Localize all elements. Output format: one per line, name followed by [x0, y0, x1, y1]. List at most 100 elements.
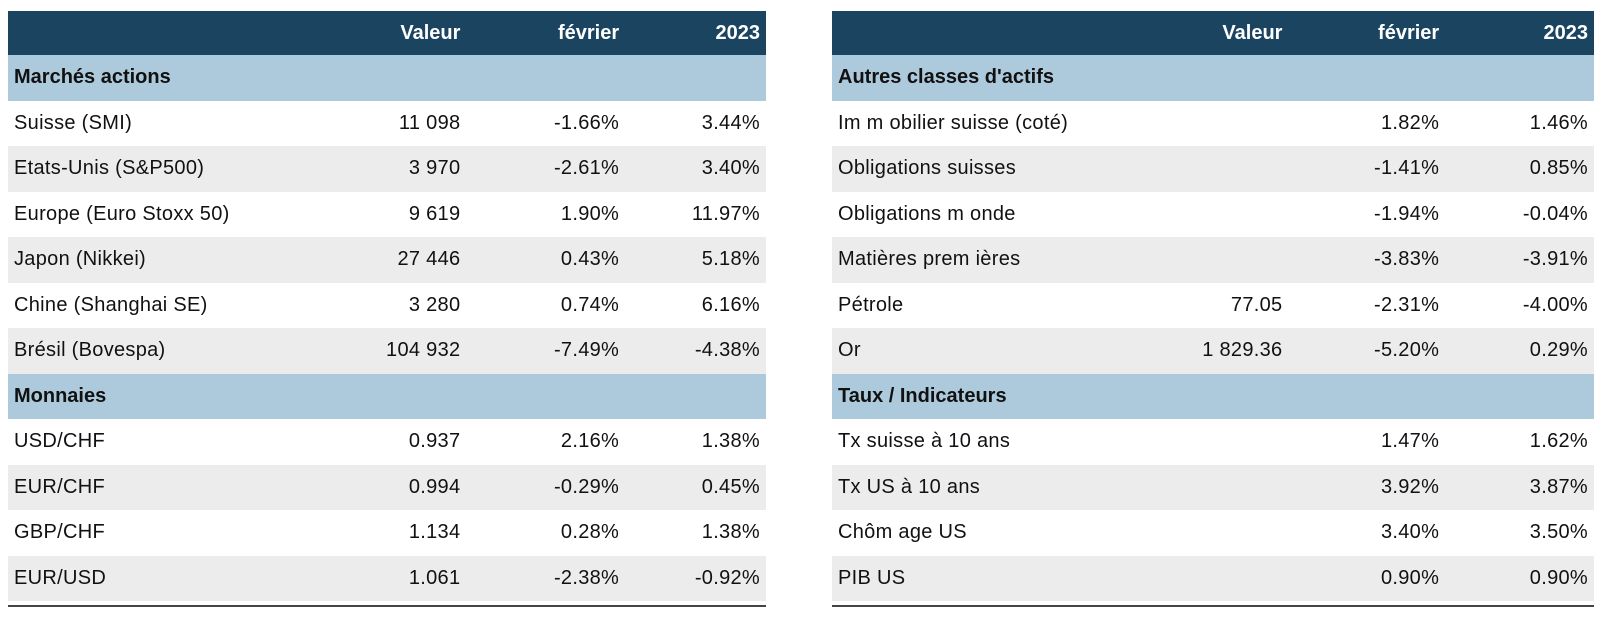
row-ytd-change: -0.04% [1522, 202, 1589, 225]
row-ytd-change: 3.87% [1529, 475, 1589, 498]
table-row: Obligations suisses -1.41% 0.85% [832, 146, 1594, 192]
row-name: USD/CHF [14, 430, 105, 453]
equities-currencies-table: Valeur février 2023 Marchés actions Suiss… [8, 11, 766, 607]
table-row: Chine (Shanghai SE) 3 280 0.74% 6.16% [8, 283, 766, 329]
table-row: Tx suisse à 10 ans 1.47% 1.62% [832, 419, 1594, 465]
row-month-change: 0.43% [560, 248, 620, 271]
table-header: Valeur février 2023 [8, 11, 766, 55]
row-ytd-change: -3.91% [1522, 248, 1589, 271]
row-name: Pétrole [838, 293, 904, 316]
row-ytd-change: 0.85% [1529, 157, 1589, 180]
row-name: Chôm age US [838, 521, 967, 544]
table-row: PIB US 0.90% 0.90% [832, 555, 1594, 601]
row-value: 1 829.36 [1202, 339, 1283, 362]
table-row: Obligations m onde -1.94% -0.04% [832, 192, 1594, 238]
row-month-change: 3.92% [1380, 475, 1440, 498]
row-name: Tx US à 10 ans [838, 475, 981, 498]
row-ytd-change: 1.38% [701, 430, 760, 453]
row-name: Obligations m onde [838, 202, 1016, 225]
table-row: Or 1 829.36 -5.20% 0.29% [832, 328, 1594, 374]
table-row: EUR/USD 1.061 -2.38% -0.92% [8, 555, 766, 601]
header-value: Valeur [1222, 21, 1283, 44]
table-row: EUR/CHF 0.994 -0.29% 0.45% [8, 464, 766, 510]
row-month-change: 1.82% [1380, 111, 1440, 134]
row-month-change: -2.61% [553, 157, 620, 180]
row-month-change: -1.94% [1374, 202, 1440, 225]
header-month: février [557, 21, 620, 44]
row-ytd-change: 6.16% [701, 293, 760, 316]
header-year: 2023 [715, 21, 761, 44]
row-ytd-change: 1.46% [1529, 111, 1589, 134]
row-month-change: -0.29% [553, 475, 620, 498]
row-value: 1.134 [408, 521, 461, 544]
row-month-change: -2.31% [1374, 293, 1440, 316]
other-assets-rates-table: Valeur février 2023 Autres classes d'act… [832, 11, 1594, 607]
section-title: Taux / Indicateurs [832, 373, 1594, 419]
row-name: Im m obilier suisse (coté) [838, 111, 1069, 134]
header-year: 2023 [1543, 21, 1589, 44]
table-row: Suisse (SMI) 11 098 -1.66% 3.44% [8, 101, 766, 147]
row-name: Or [838, 339, 861, 362]
row-month-change: 2.16% [560, 430, 620, 453]
row-month-change: 0.90% [1380, 566, 1440, 589]
row-name: Tx suisse à 10 ans [838, 430, 1011, 453]
row-name: Suisse (SMI) [14, 111, 133, 134]
row-month-change: -2.38% [553, 566, 620, 589]
row-ytd-change: 1.38% [701, 521, 760, 544]
row-name: Japon (Nikkei) [14, 248, 147, 271]
row-month-change: 0.28% [560, 521, 620, 544]
header-month: février [1378, 21, 1440, 44]
table-row: Matières prem ières -3.83% -3.91% [832, 237, 1594, 283]
row-ytd-change: 0.45% [701, 475, 760, 498]
row-ytd-change: -4.00% [1522, 293, 1589, 316]
table-row: Pétrole 77.05 -2.31% -4.00% [832, 283, 1594, 329]
row-ytd-change: 11.97% [691, 202, 760, 225]
row-ytd-change: 3.50% [1529, 521, 1589, 544]
row-ytd-change: 3.44% [701, 111, 760, 134]
row-name: GBP/CHF [14, 521, 105, 544]
table-row: Japon (Nikkei) 27 446 0.43% 5.18% [8, 237, 766, 283]
row-ytd-change: -0.92% [694, 566, 760, 589]
row-value: 0.994 [408, 475, 461, 498]
row-name: Chine (Shanghai SE) [14, 293, 208, 316]
row-value: 104 932 [386, 339, 461, 362]
row-value: 1.061 [408, 566, 461, 589]
row-value: 27 446 [397, 248, 461, 271]
row-name: Europe (Euro Stoxx 50) [14, 202, 230, 225]
section-title: Autres classes d'actifs [832, 55, 1594, 101]
row-month-change: 1.90% [560, 202, 620, 225]
row-ytd-change: 3.40% [701, 157, 760, 180]
table-row: Brésil (Bovespa) 104 932 -7.49% -4.38% [8, 328, 766, 374]
row-name: EUR/USD [14, 566, 107, 589]
row-month-change: -1.41% [1374, 157, 1440, 180]
row-value: 11 098 [398, 111, 461, 134]
section-title: Marchés actions [8, 55, 766, 101]
row-month-change: -7.49% [553, 339, 620, 362]
row-month-change: -5.20% [1374, 339, 1440, 362]
row-month-change: -1.66% [553, 111, 620, 134]
table-row: GBP/CHF 1.134 0.28% 1.38% [8, 510, 766, 556]
row-ytd-change: 0.29% [1529, 339, 1589, 362]
row-ytd-change: 5.18% [701, 248, 760, 271]
row-name: Etats-Unis (S&P500) [14, 157, 205, 180]
table-row: Chôm age US 3.40% 3.50% [832, 510, 1594, 556]
row-value: 3 970 [408, 157, 461, 180]
table-row: USD/CHF 0.937 2.16% 1.38% [8, 419, 766, 465]
header-value: Valeur [400, 21, 461, 44]
row-name: Brésil (Bovespa) [14, 339, 166, 362]
row-ytd-change: 0.90% [1529, 566, 1589, 589]
table-bottom-rule [832, 605, 1594, 607]
table-header: Valeur février 2023 [832, 11, 1594, 55]
table-bottom-rule [8, 605, 766, 607]
row-name: EUR/CHF [14, 475, 105, 498]
row-value: 0.937 [408, 430, 461, 453]
table-row: Tx US à 10 ans 3.92% 3.87% [832, 464, 1594, 510]
row-month-change: -3.83% [1374, 248, 1440, 271]
row-value: 77.05 [1230, 293, 1283, 316]
table-row: Im m obilier suisse (coté) 1.82% 1.46% [832, 101, 1594, 147]
section-title: Monnaies [8, 373, 766, 419]
row-name: Matières prem ières [838, 248, 1021, 271]
row-name: Obligations suisses [838, 157, 1017, 180]
table-row: Europe (Euro Stoxx 50) 9 619 1.90% 11.97% [8, 192, 766, 238]
row-name: PIB US [838, 566, 906, 589]
